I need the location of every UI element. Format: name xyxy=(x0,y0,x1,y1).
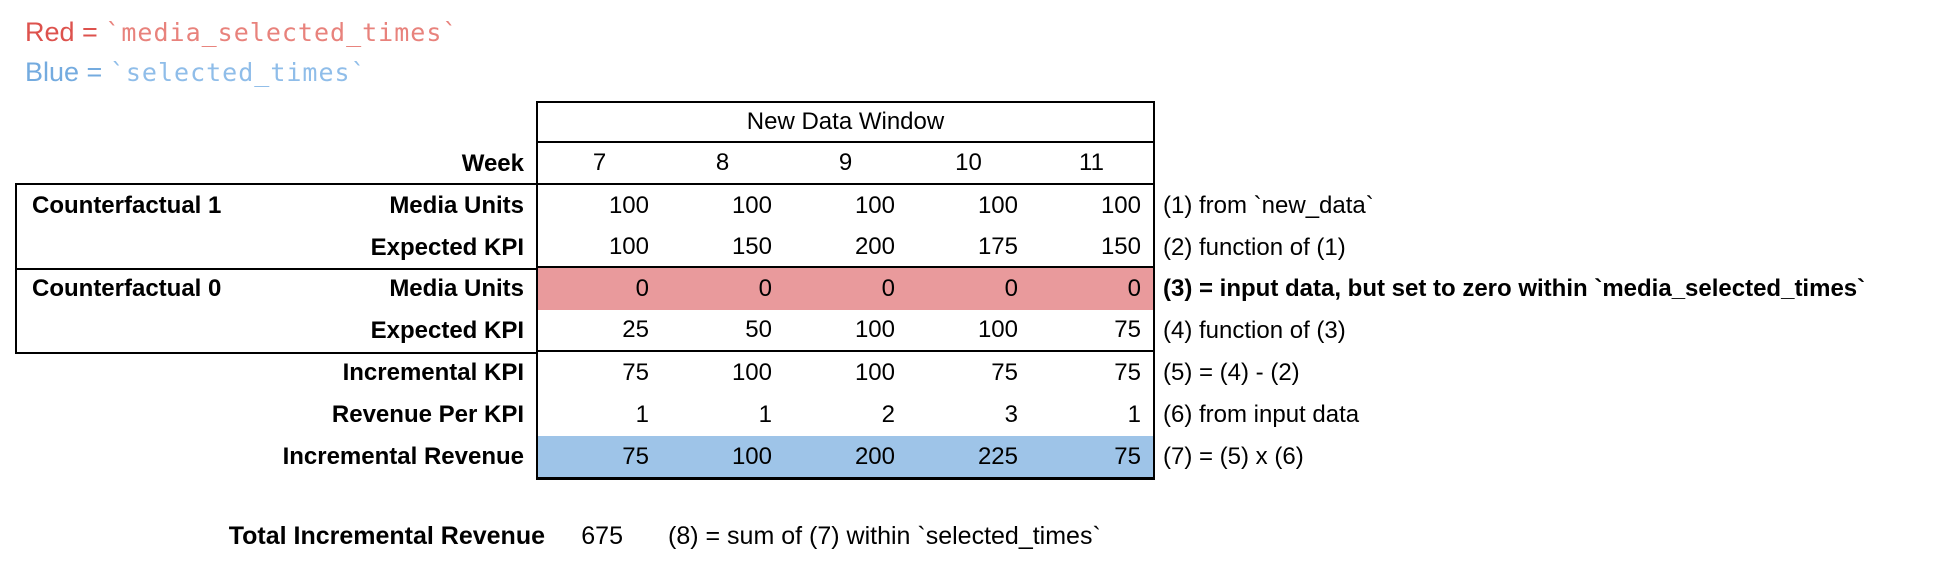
week-cell: 9 xyxy=(838,149,853,176)
row-label: Media Units xyxy=(389,275,524,302)
value-cell: 1 xyxy=(1127,401,1141,428)
value-cell: 75 xyxy=(1114,359,1141,386)
row-note: (7) = (5) x (6) xyxy=(1163,443,1304,470)
row-label: Incremental KPI xyxy=(342,359,524,386)
value-cell: 75 xyxy=(622,359,649,386)
value-cell: 1 xyxy=(635,401,649,428)
value-cell: 75 xyxy=(1114,316,1141,343)
value-cell: 100 xyxy=(731,442,772,470)
value-cell: 50 xyxy=(745,316,772,343)
value-cell: 2 xyxy=(881,401,895,428)
value-cell: 100 xyxy=(977,192,1018,219)
data-row: 25 50 100 100 75 xyxy=(538,310,1153,352)
value-cell: 100 xyxy=(977,316,1018,343)
data-row: 100 150 200 175 150 xyxy=(538,227,1153,268)
legend-color-name: Red = xyxy=(25,17,106,47)
total-label: Total Incremental Revenue xyxy=(228,522,545,550)
value-cell: 200 xyxy=(854,232,895,260)
week-cell: 8 xyxy=(715,149,730,176)
week-cell: 10 xyxy=(955,149,982,176)
value-cell: 75 xyxy=(622,442,649,470)
value-cell: 75 xyxy=(1114,442,1141,470)
total-note: (8) = sum of (7) within `selected_times` xyxy=(668,522,1101,550)
value-cell: 100 xyxy=(731,359,772,386)
counterfactual-0-box xyxy=(15,268,538,354)
value-cell: 3 xyxy=(1004,401,1018,428)
value-cell: 225 xyxy=(977,442,1018,470)
row-note: (6) from input data xyxy=(1163,401,1360,428)
total-value: 675 xyxy=(581,522,623,550)
table-header-row: New Data Window xyxy=(538,103,1153,143)
value-cell: 1 xyxy=(758,401,772,428)
week-row: 7 8 9 10 11 xyxy=(538,143,1153,185)
row-label: Expected KPI xyxy=(370,317,524,344)
value-cell: 25 xyxy=(622,316,649,343)
value-cell: 100 xyxy=(854,316,895,343)
week-cell: 7 xyxy=(592,149,607,176)
legend-code-name: `media_selected_times` xyxy=(105,18,459,47)
value-cell: 0 xyxy=(881,275,895,302)
data-row: 75 100 200 225 75 xyxy=(538,436,1153,477)
value-cell: 100 xyxy=(854,192,895,219)
data-row: 100 100 100 100 100 xyxy=(538,185,1153,227)
data-row: 75 100 100 75 75 xyxy=(538,352,1153,394)
group-label: Counterfactual 0 xyxy=(32,275,222,302)
row-label: Media Units xyxy=(389,192,524,219)
group-label: Counterfactual 1 xyxy=(32,192,222,219)
row-label: Incremental Revenue xyxy=(282,443,524,470)
row-label: Revenue Per KPI xyxy=(331,401,524,428)
value-cell: 0 xyxy=(1004,275,1018,302)
week-label: Week xyxy=(461,150,524,177)
value-cell: 100 xyxy=(854,359,895,386)
data-table: New Data Window 7 8 9 10 11 100 100 100 100 100 1… xyxy=(536,101,1155,480)
value-cell: 200 xyxy=(854,442,895,470)
value-cell: 175 xyxy=(977,232,1018,260)
week-cell: 11 xyxy=(1079,149,1104,176)
value-cell: 100 xyxy=(731,192,772,219)
legend-line-red: Red = `media_selected_times` xyxy=(25,12,458,52)
value-cell: 100 xyxy=(1100,192,1141,219)
row-note: (1) from `new_data` xyxy=(1163,192,1374,219)
row-note: (4) function of (3) xyxy=(1163,317,1346,344)
legend-code-name: `selected_times` xyxy=(109,58,367,87)
row-label: Expected KPI xyxy=(370,234,524,261)
value-cell: 100 xyxy=(608,232,649,260)
row-note: (2) function of (1) xyxy=(1163,234,1346,261)
value-cell: 0 xyxy=(1127,275,1141,302)
legend-color-name: Blue = xyxy=(25,57,110,87)
legend-line-blue: Blue = `selected_times` xyxy=(25,52,458,92)
data-row: 0 0 0 0 0 xyxy=(538,268,1153,310)
value-cell: 75 xyxy=(991,359,1018,386)
value-cell: 150 xyxy=(1100,232,1141,260)
table-header-title: New Data Window xyxy=(746,108,945,135)
legend: Red = `media_selected_times` Blue = `sele… xyxy=(25,12,458,92)
data-row: 1 1 2 3 1 xyxy=(538,394,1153,436)
value-cell: 0 xyxy=(635,275,649,302)
row-note: (5) = (4) - (2) xyxy=(1163,359,1300,386)
value-cell: 100 xyxy=(608,192,649,219)
value-cell: 150 xyxy=(731,232,772,260)
total-row: Total Incremental Revenue 675 (8) = sum … xyxy=(0,516,1960,556)
value-cell: 0 xyxy=(758,275,772,302)
row-note: (3) = input data, but set to zero within… xyxy=(1163,275,1866,302)
